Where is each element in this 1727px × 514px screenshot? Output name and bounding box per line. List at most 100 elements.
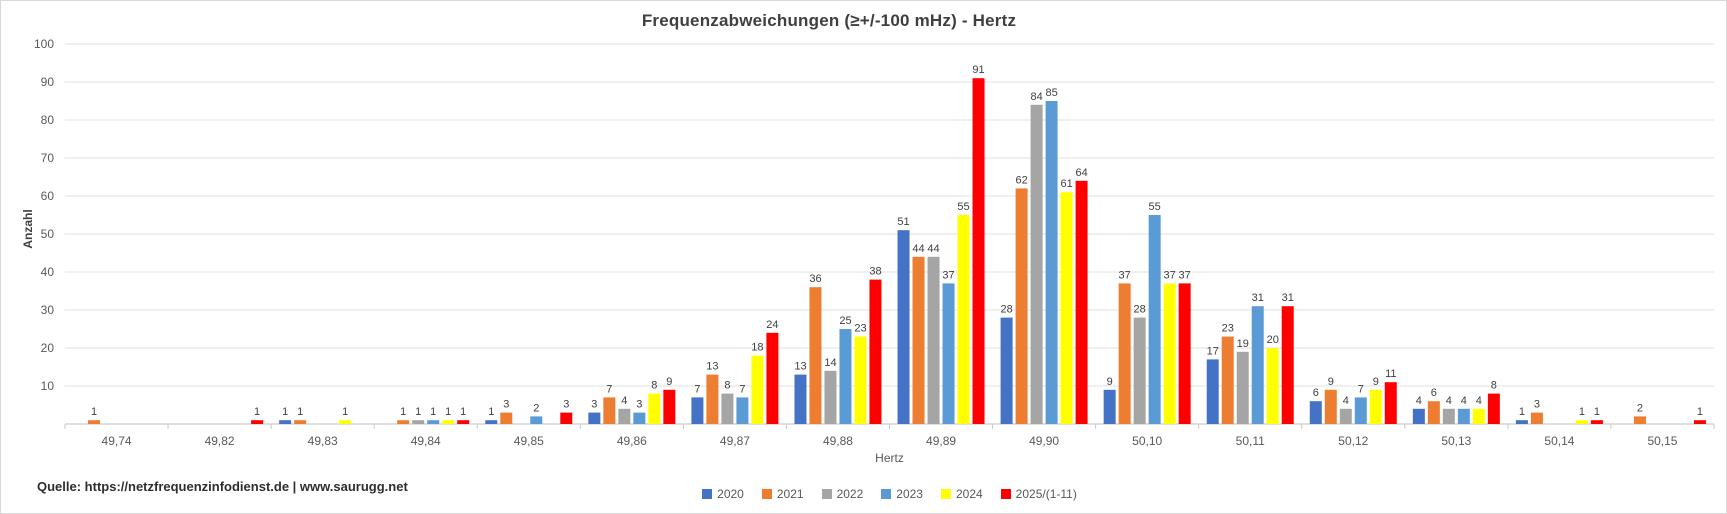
data-label: 8 [1491,380,1497,392]
data-label: 51 [897,216,909,228]
data-label: 9 [1373,376,1379,388]
bar-2025/(1-11)-49,86 [663,389,676,424]
bar-2023-50,12 [1354,397,1367,424]
y-tick-label: 20 [41,341,55,355]
data-label: 1 [91,406,97,418]
y-tick-label: 90 [41,75,55,89]
bar-2021-50,13 [1427,401,1440,424]
bar-2021-50,10 [1118,283,1131,424]
y-tick-label: 60 [41,189,55,203]
data-label: 44 [927,243,939,255]
data-label: 31 [1252,292,1264,304]
bar-2024-49,86 [648,393,661,424]
data-label: 1 [430,406,436,418]
y-tick-label: 80 [41,113,55,127]
data-label: 1 [297,406,303,418]
y-tick-label: 70 [41,151,55,165]
legend-item-2023: 2023 [881,487,923,501]
data-label: 8 [651,380,657,392]
data-label: 14 [824,357,836,369]
data-label: 1 [1579,406,1585,418]
legend-label: 2022 [836,487,864,501]
bar-2025/(1-11)-50,11 [1281,306,1294,424]
y-tick-label: 40 [41,265,55,279]
legend-item-2025/(1-11): 2025/(1-11) [1000,487,1077,501]
data-label: 64 [1075,167,1087,179]
data-label: 8 [724,380,730,392]
data-label: 25 [839,315,851,327]
data-label: 1 [460,406,466,418]
bar-2021-49,83 [294,420,307,424]
data-label: 1 [1697,406,1703,418]
bar-2020-50,14 [1515,420,1528,424]
data-label: 4 [1476,395,1482,407]
x-tick-label: 50,14 [1544,434,1574,448]
legend-swatch-icon [940,489,951,499]
data-label: 55 [957,201,969,213]
y-tick-label: 30 [41,303,55,317]
data-label: 4 [1343,395,1349,407]
bar-2021-49,84 [397,420,410,424]
legend-item-2021: 2021 [761,487,804,501]
bar-2023-50,11 [1251,306,1264,424]
legend-label: 2021 [776,487,804,501]
data-label: 1 [342,406,348,418]
bar-2022-50,12 [1339,408,1352,424]
data-label: 6 [1431,387,1437,399]
data-label: 9 [1328,376,1334,388]
bar-2022-49,87 [721,393,734,424]
data-label: 4 [1446,395,1452,407]
legend-swatch-icon [1000,489,1011,499]
data-label: 1 [254,406,260,418]
data-label: 7 [1358,383,1364,395]
bar-2021-50,14 [1530,412,1543,424]
data-label: 85 [1045,87,1057,99]
bar-2024-50,11 [1266,348,1279,424]
data-label: 2 [1637,402,1643,414]
data-label: 91 [972,64,984,76]
bar-2020-49,85 [485,420,498,424]
data-label: 20 [1267,334,1279,346]
bar-2025/(1-11)-49,84 [457,420,470,424]
x-tick-label: 49,90 [1029,434,1059,448]
bar-2020-49,88 [794,374,807,424]
data-label: 31 [1282,292,1294,304]
bar-2025/(1-11)-49,90 [1075,180,1088,424]
legend-label: 2024 [955,487,983,501]
x-tick-label: 49,74 [102,434,132,448]
data-label: 4 [621,395,627,407]
bar-2024-49,89 [957,215,970,424]
bar-2024-49,87 [751,355,764,424]
bar-2021-50,11 [1221,336,1234,424]
data-label: 18 [751,342,763,354]
bar-2025/(1-11)-50,15 [1693,420,1706,424]
data-label: 24 [766,319,778,331]
data-label: 13 [794,361,806,373]
data-label: 36 [809,273,821,285]
data-label: 37 [942,269,954,281]
bar-2025/(1-11)-50,12 [1384,382,1397,424]
data-label: 55 [1149,201,1161,213]
bar-2025/(1-11)-49,87 [766,332,779,424]
data-label: 6 [1313,387,1319,399]
bar-2022-49,88 [824,370,837,424]
bar-2023-49,87 [736,397,749,424]
data-label: 11 [1385,368,1396,380]
data-label: 1 [1594,406,1600,418]
bar-2020-49,89 [897,230,910,424]
bar-2022-50,10 [1133,317,1146,424]
legend-swatch-icon [702,489,713,499]
bar-2021-50,12 [1324,389,1337,424]
data-label: 1 [1519,406,1525,418]
data-label: 23 [854,323,866,335]
bar-2024-49,84 [442,420,455,424]
data-label: 37 [1164,269,1176,281]
bar-2023-50,13 [1457,408,1470,424]
y-tick-label: 100 [34,37,54,51]
bar-2021-49,87 [706,374,719,424]
legend-label: 2023 [896,487,923,501]
data-label: 3 [1534,399,1540,411]
bar-2023-49,84 [427,420,440,424]
bar-2020-50,11 [1206,359,1219,424]
